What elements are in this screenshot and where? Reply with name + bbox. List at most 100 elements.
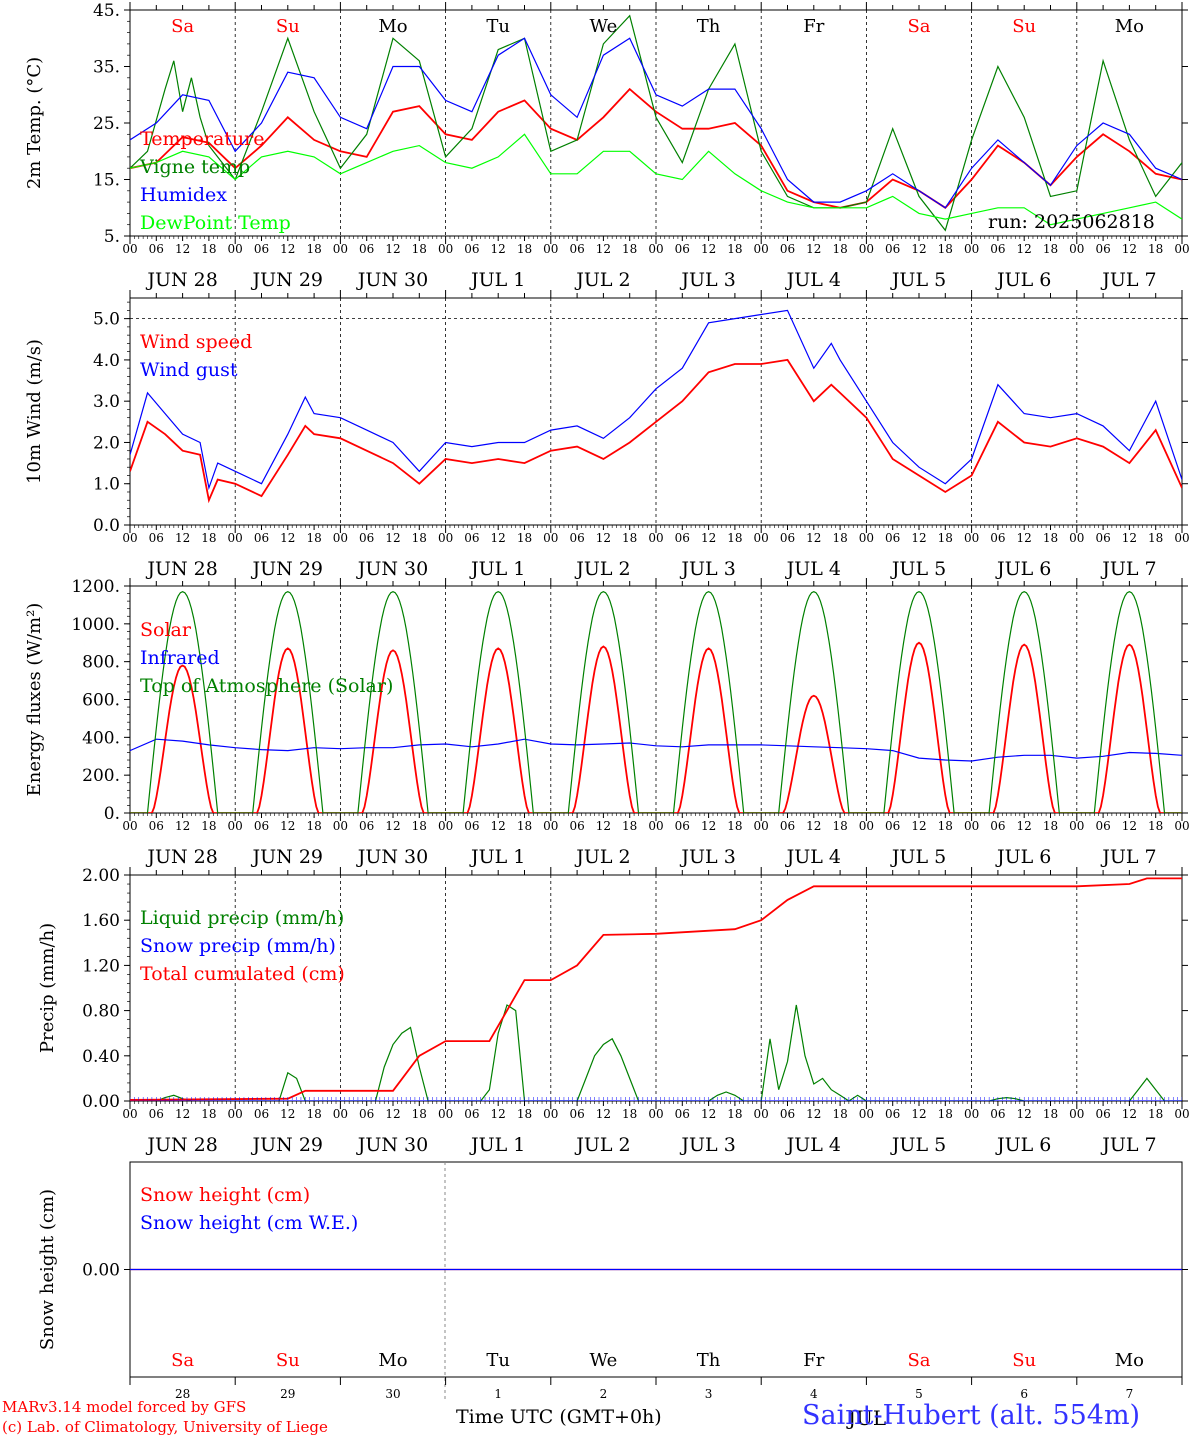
- x-tick-label: 00: [333, 1107, 348, 1121]
- date-label: JUL 7: [1100, 846, 1156, 868]
- weekday-label: Th: [697, 16, 721, 37]
- x-tick-label: 18: [727, 531, 742, 545]
- x-tick-label: 18: [622, 819, 637, 833]
- x-tick-label: 00: [228, 819, 243, 833]
- x-tick-label: 00: [228, 242, 243, 256]
- x-tick-label: 06: [885, 819, 900, 833]
- x-tick-label: 12: [1122, 242, 1137, 256]
- legend-entry: Wind speed: [140, 331, 252, 353]
- series-line-liquid-precip-mm-h-: [130, 1004, 1182, 1101]
- x-tick-label: 00: [648, 819, 663, 833]
- x-tick-label: 00: [1174, 819, 1189, 833]
- x-tick-label: 12: [911, 242, 926, 256]
- x-tick-label: 12: [385, 242, 400, 256]
- x-tick-label: 06: [675, 531, 690, 545]
- x-tick-label: 18: [727, 242, 742, 256]
- x-tick-label: 06: [569, 242, 584, 256]
- x-tick-label: 00: [543, 242, 558, 256]
- day-number-label: 5: [915, 1387, 923, 1401]
- date-label: JUL 6: [995, 1134, 1051, 1156]
- x-tick-label: 06: [254, 242, 269, 256]
- x-tick-label: 12: [701, 1107, 716, 1121]
- x-tick-label: 00: [543, 819, 558, 833]
- y-axis-label: Precip (mm/h): [37, 923, 58, 1053]
- x-tick-label: 18: [622, 1107, 637, 1121]
- x-tick-label: 18: [201, 242, 216, 256]
- series-line-infrared: [130, 738, 1182, 762]
- x-tick-label: 00: [1069, 1107, 1084, 1121]
- x-tick-label: 12: [175, 819, 190, 833]
- weekday-label: Sa: [171, 16, 194, 37]
- y-tick-label: 4.0: [93, 351, 120, 371]
- x-tick-label: 12: [911, 819, 926, 833]
- x-tick-label: 12: [491, 242, 506, 256]
- x-tick-label: 18: [832, 531, 847, 545]
- series-line-vigne-temp: [130, 14, 1182, 232]
- legend-entry: Top of Atmosphere (Solar): [140, 675, 393, 697]
- panel-energy: [124, 578, 1188, 821]
- x-tick-label: 18: [832, 819, 847, 833]
- x-tick-label: 06: [990, 819, 1005, 833]
- legend-entry: Solar: [140, 619, 192, 641]
- date-label: JUN 30: [356, 558, 428, 580]
- x-tick-label: 12: [280, 819, 295, 833]
- x-tick-label: 12: [491, 531, 506, 545]
- x-tick-label: 18: [412, 819, 427, 833]
- x-tick-label: 18: [1043, 1107, 1058, 1121]
- x-tick-label: 06: [885, 1107, 900, 1121]
- x-tick-label: 18: [412, 1107, 427, 1121]
- day-number-label: 29: [280, 1387, 295, 1401]
- date-label: JUL 3: [679, 269, 735, 291]
- weekday-label: Sa: [907, 1350, 930, 1371]
- x-tick-label: 00: [964, 531, 979, 545]
- x-tick-label: 06: [464, 1107, 479, 1121]
- x-tick-label: 00: [1174, 531, 1189, 545]
- legend-entry: Liquid precip (mm/h): [140, 907, 344, 929]
- weekday-label: Mo: [1115, 16, 1144, 37]
- series-line-wind-gust: [130, 309, 1182, 491]
- x-tick-label: 18: [727, 819, 742, 833]
- x-tick-label: 06: [149, 819, 164, 833]
- x-tick-label: 06: [464, 531, 479, 545]
- date-label: JUL 3: [679, 558, 735, 580]
- model-credit: MARv3.14 model forced by GFS: [2, 1398, 247, 1416]
- date-label: JUL 1: [469, 1134, 525, 1156]
- weekday-label: Su: [276, 1350, 300, 1371]
- y-tick-label: 1200.: [71, 577, 120, 597]
- day-number-label: 6: [1020, 1387, 1028, 1401]
- y-axis-label: Energy fluxes (W/m²): [24, 603, 45, 797]
- date-label: JUN 28: [145, 269, 217, 291]
- x-tick-label: 18: [306, 1107, 321, 1121]
- series-group: [130, 591, 1182, 813]
- x-tick-label: 06: [885, 242, 900, 256]
- x-tick-label: 12: [911, 531, 926, 545]
- x-tick-label: 12: [491, 1107, 506, 1121]
- weekday-label: Sa: [171, 1350, 194, 1371]
- date-label: JUL 5: [890, 269, 946, 291]
- date-label: JUN 30: [356, 269, 428, 291]
- x-tick-label: 12: [1017, 242, 1032, 256]
- x-tick-label: 12: [596, 819, 611, 833]
- date-label: JUL 5: [890, 846, 946, 868]
- x-tick-label: 18: [1148, 531, 1163, 545]
- day-number-label: 4: [810, 1387, 818, 1401]
- y-tick-label: 2.0: [93, 433, 120, 453]
- date-label: JUL 2: [574, 846, 630, 868]
- x-tick-label: 18: [622, 242, 637, 256]
- x-tick-label: 00: [1069, 242, 1084, 256]
- date-label: JUL 2: [574, 269, 630, 291]
- x-tick-label: 00: [122, 819, 137, 833]
- legend-entry: Wind gust: [140, 359, 238, 381]
- weekday-label: Tu: [486, 1350, 510, 1371]
- y-tick-label: 3.0: [93, 392, 120, 412]
- x-tick-label: 12: [1122, 531, 1137, 545]
- x-tick-label: 00: [1069, 819, 1084, 833]
- y-tick-label: 0.00: [82, 1261, 120, 1281]
- x-tick-label: 00: [964, 242, 979, 256]
- legend-entry: Temperature: [140, 128, 264, 150]
- x-tick-label: 06: [254, 819, 269, 833]
- overlap-label: JUL: [848, 1406, 887, 1430]
- date-label: JUN 28: [145, 558, 217, 580]
- x-tick-label: 12: [175, 1107, 190, 1121]
- x-tick-label: 00: [859, 242, 874, 256]
